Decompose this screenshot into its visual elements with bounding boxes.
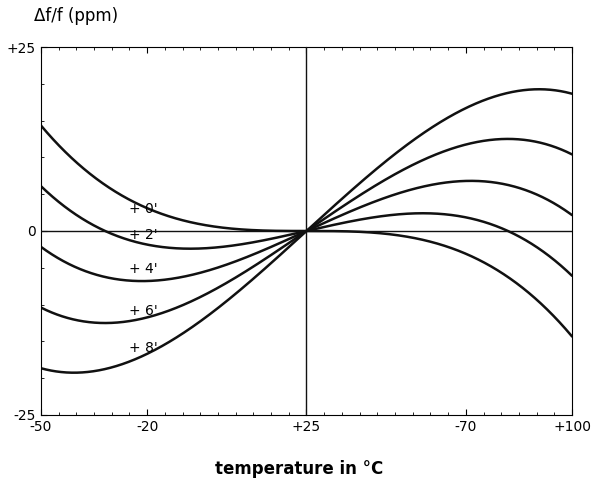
Text: + 2': + 2' [129, 228, 158, 242]
Text: + 4': + 4' [129, 262, 158, 276]
Text: Δf/f (ppm): Δf/f (ppm) [34, 7, 118, 25]
Text: + 8': + 8' [129, 341, 158, 355]
Text: + 6': + 6' [129, 304, 158, 318]
Text: temperature in °C: temperature in °C [215, 460, 383, 478]
Text: + 0': + 0' [129, 202, 158, 216]
